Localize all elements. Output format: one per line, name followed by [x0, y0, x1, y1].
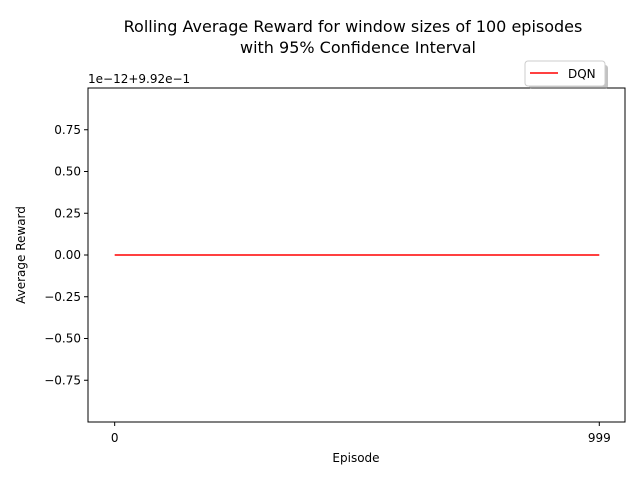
legend-label-dqn: DQN [568, 67, 596, 81]
y-axis-offset-text: 1e−12+9.92e−1 [88, 72, 190, 86]
y-axis-ticks: 0.75 0.50 0.25 0.00 −0.25 −0.50 −0.75 [44, 123, 88, 387]
y-axis-label: Average Reward [14, 206, 28, 304]
y-tick-label-2: 0.25 [54, 206, 81, 220]
y-tick-label-6: −0.75 [44, 373, 81, 387]
x-axis-ticks: 0 999 [111, 422, 611, 445]
x-tick-label-1: 999 [588, 431, 611, 445]
x-tick-label-0: 0 [111, 431, 119, 445]
y-tick-label-4: −0.25 [44, 290, 81, 304]
legend-box [524, 60, 606, 87]
x-axis-label: Episode [332, 451, 379, 465]
y-tick-label-1: 0.50 [54, 165, 81, 179]
y-tick-label-0: 0.75 [54, 123, 81, 137]
chart-title: Rolling Average Reward for window sizes … [124, 17, 583, 57]
y-tick-label-3: 0.00 [54, 248, 81, 262]
chart-title-line-1: Rolling Average Reward for window sizes … [124, 17, 583, 36]
y-tick-label-5: −0.50 [44, 332, 81, 346]
chart-title-line-2: with 95% Confidence Interval [240, 38, 476, 57]
legend: DQN [524, 60, 608, 89]
